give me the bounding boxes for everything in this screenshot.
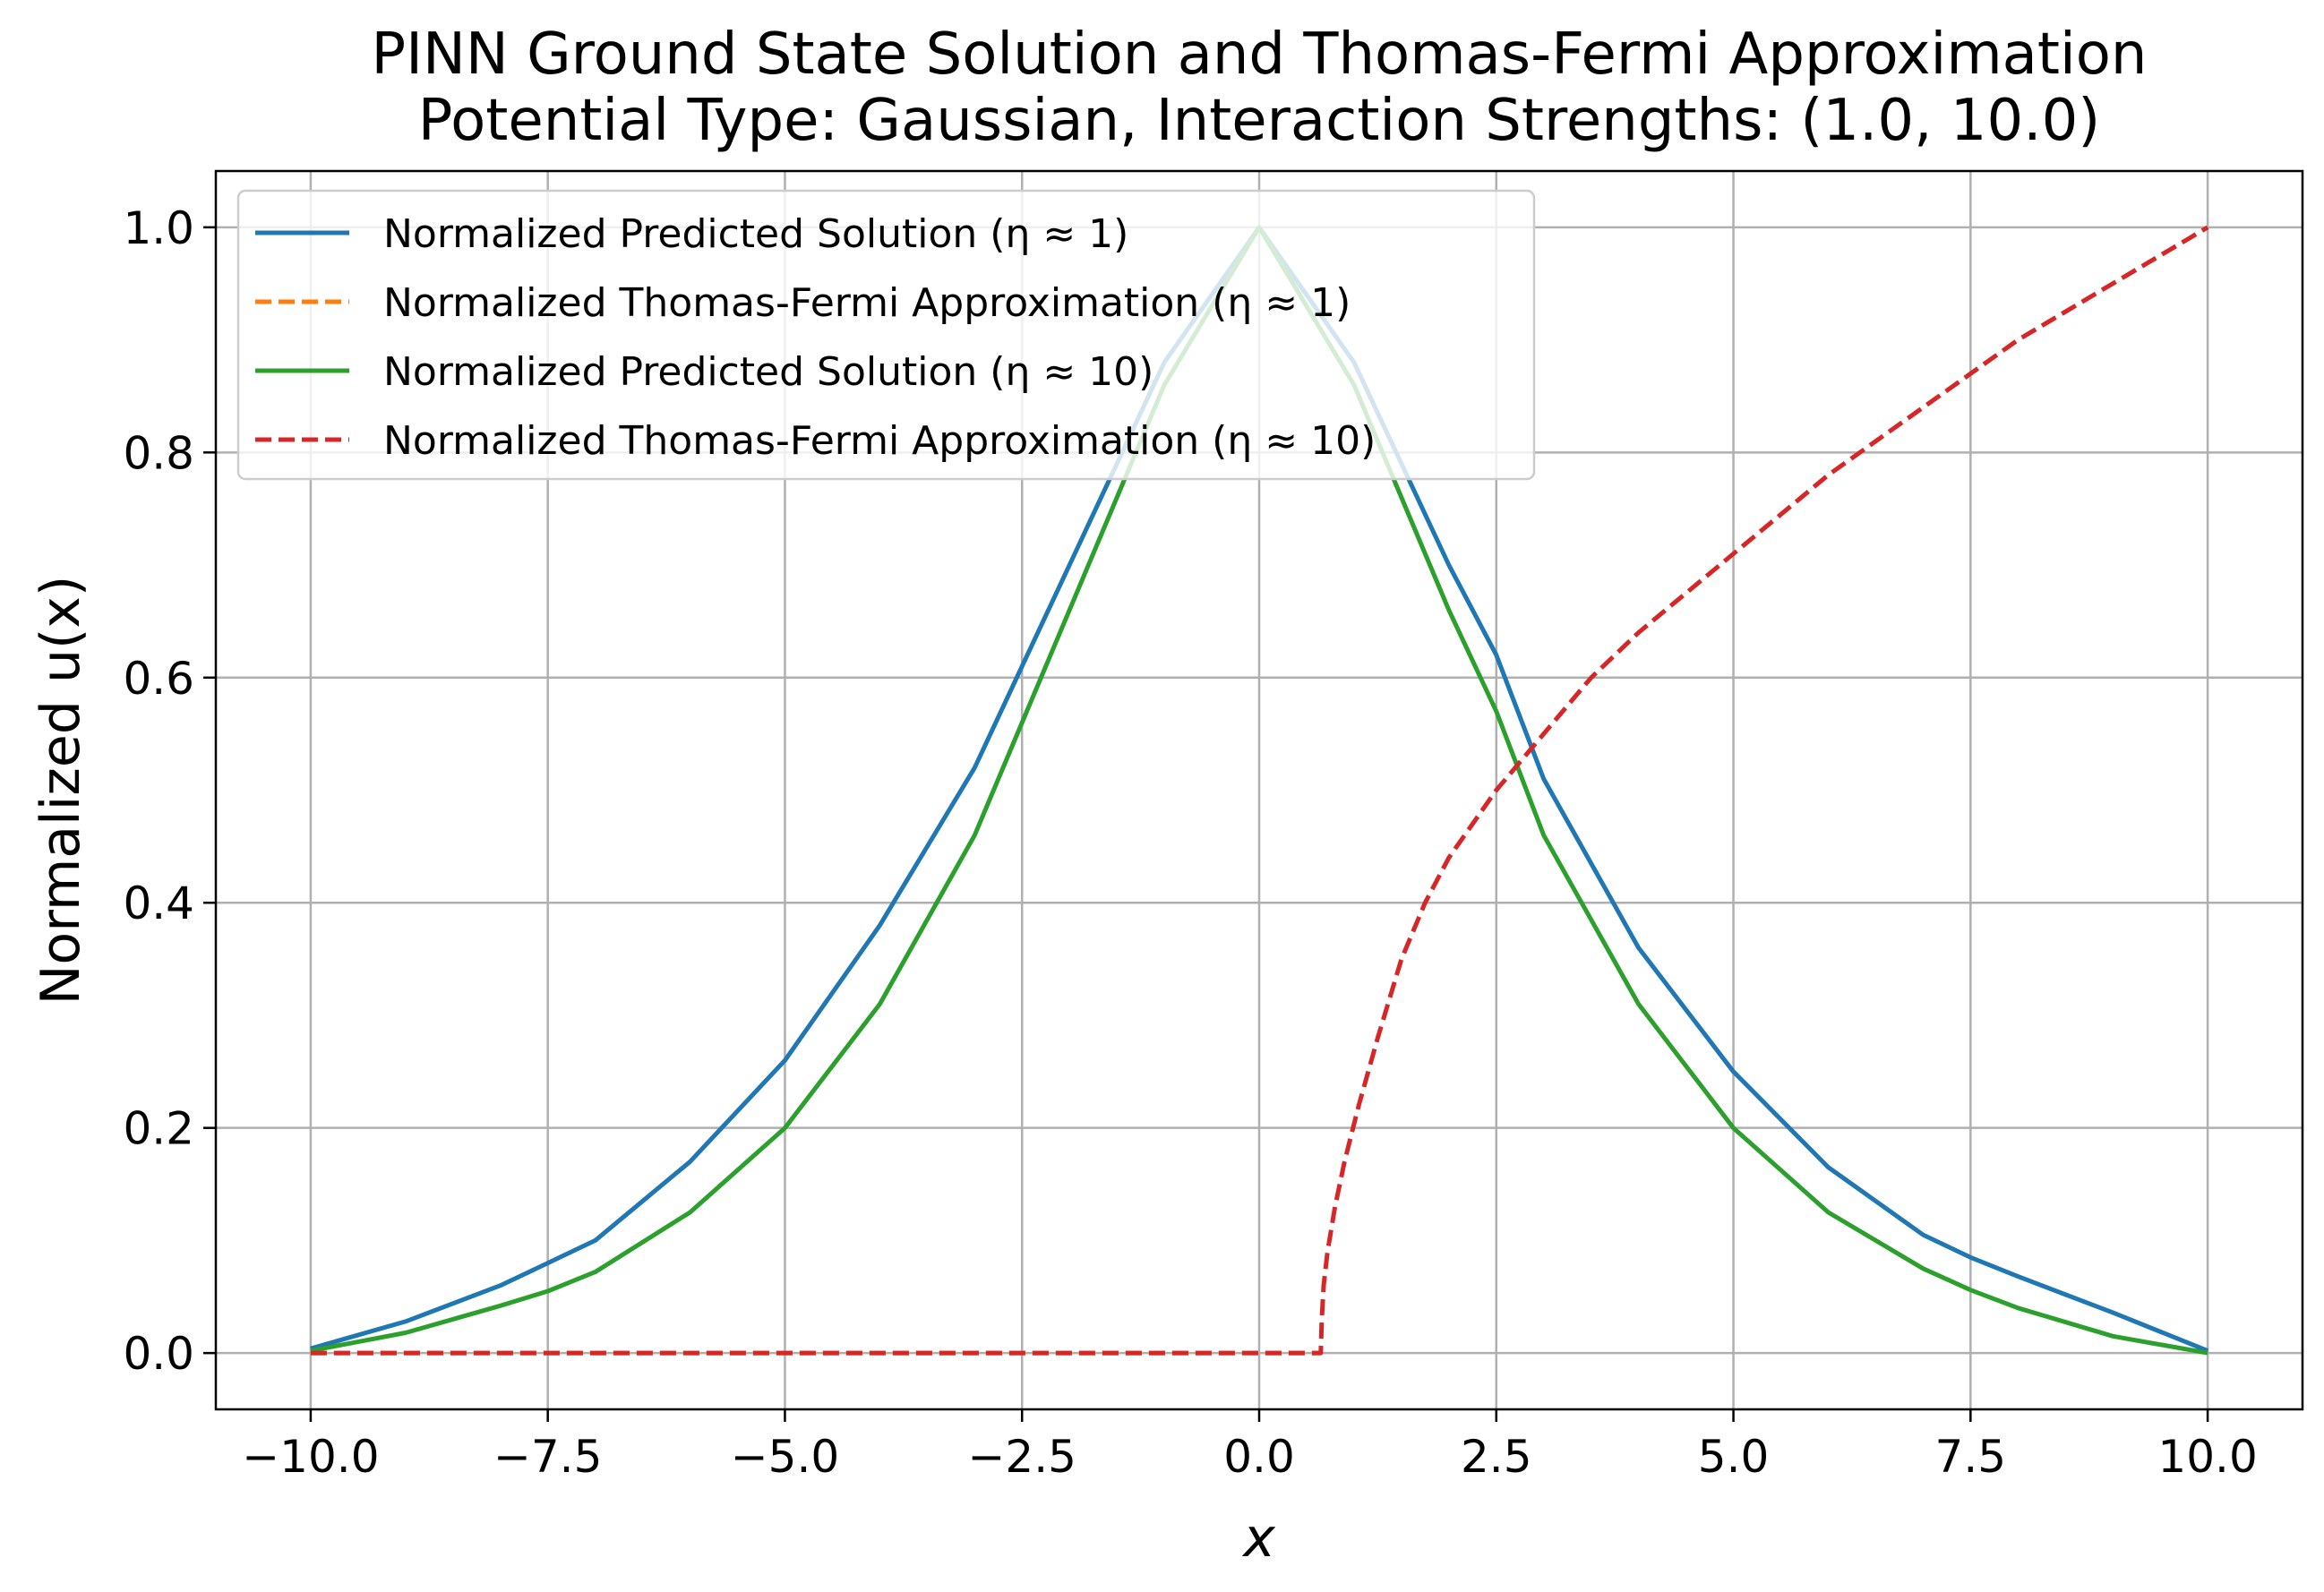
y-tick-label: 0.4: [123, 877, 194, 929]
axis-labels: x Normalized u(x): [30, 576, 1275, 1570]
legend: Normalized Predicted Solution (η ≈ 1) Nor…: [236, 189, 1536, 481]
legend-label-3: Normalized Predicted Solution (η ≈ 10): [383, 349, 1153, 395]
y-tick-label: 1.0: [123, 202, 194, 254]
x-tick-label: 0.0: [1223, 1431, 1295, 1483]
x-tick-label: −7.5: [493, 1431, 602, 1483]
legend-label-1: Normalized Predicted Solution (η ≈ 1): [383, 211, 1128, 257]
y-tick-label: 0.2: [123, 1103, 194, 1155]
x-tick-label: −5.0: [731, 1431, 839, 1483]
x-tick-label: 5.0: [1698, 1431, 1770, 1483]
x-tick-label: −10.0: [242, 1431, 379, 1483]
chart-title: PINN Ground State Solution and Thomas-Fe…: [372, 21, 2148, 154]
chart-title-line-2: Potential Type: Gaussian, Interaction St…: [418, 88, 2101, 154]
legend-box: [236, 189, 1536, 481]
x-tick-label: −2.5: [968, 1431, 1076, 1483]
x-tick-label: 7.5: [1935, 1431, 2007, 1483]
legend-label-2: Normalized Thomas-Fermi Approximation (η…: [383, 280, 1351, 326]
y-axis-label: Normalized u(x): [30, 576, 92, 1006]
x-axis-label: x: [1241, 1507, 1275, 1570]
chart-title-line-1: PINN Ground State Solution and Thomas-Fe…: [372, 21, 2148, 88]
legend-label-4: Normalized Thomas-Fermi Approximation (η…: [383, 418, 1376, 464]
x-tick-label: 2.5: [1461, 1431, 1532, 1483]
y-tick-label: 0.0: [123, 1328, 194, 1380]
x-tick-label: 10.0: [2157, 1431, 2257, 1483]
y-tick-label: 0.6: [123, 653, 194, 705]
y-tick-label: 0.8: [123, 427, 194, 479]
series-line-4: [310, 225, 2209, 1356]
ticks: −10.0 −7.5 −5.0 −2.5 0.0 2.5 5.0 7.5 10.0 0.0 0.2 0…: [123, 202, 2257, 1483]
